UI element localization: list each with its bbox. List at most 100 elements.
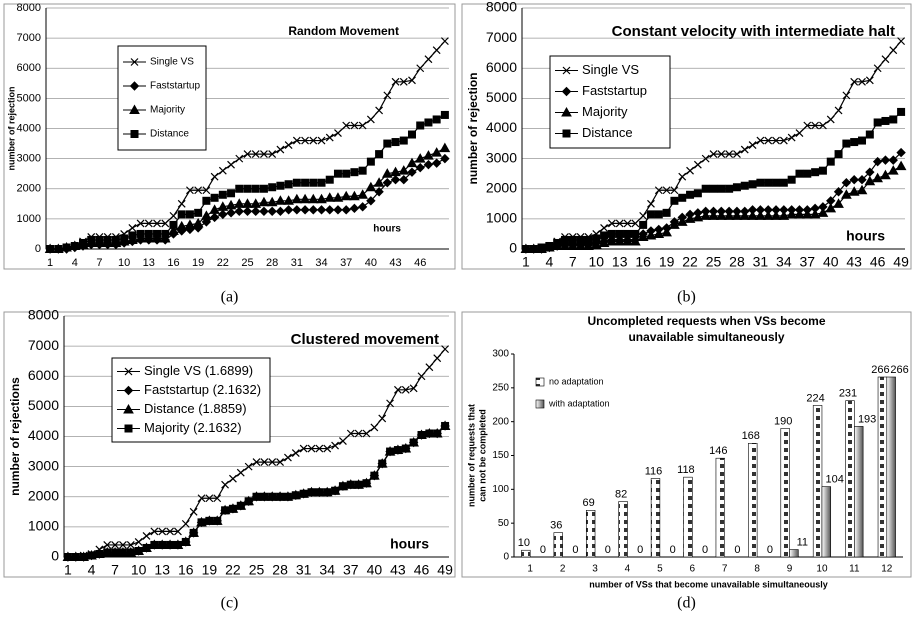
marker [276, 145, 285, 154]
marker [243, 184, 252, 193]
value-label: 10 [518, 537, 530, 549]
marker [375, 150, 384, 159]
marker [342, 169, 351, 178]
marker [600, 231, 609, 240]
marker [521, 245, 530, 253]
marker [339, 437, 347, 445]
marker [189, 528, 198, 537]
x-tick-label: 9 [787, 564, 793, 575]
y-tick-label: 6000 [486, 59, 517, 75]
marker [559, 240, 571, 250]
y-tick-label: 5000 [486, 89, 517, 105]
marker [849, 175, 859, 185]
marker [120, 234, 129, 243]
marker [144, 219, 153, 228]
marker [731, 210, 743, 220]
x-tick-label: 10 [118, 257, 130, 269]
marker [623, 219, 632, 228]
marker [176, 220, 188, 231]
bar [618, 501, 628, 558]
legend-label: Distance (1.8859) [144, 401, 247, 416]
x-tick-label: 37 [343, 562, 359, 578]
y-axis-label: number of rejection [466, 72, 480, 184]
marker [87, 551, 96, 560]
marker [129, 81, 140, 91]
marker [850, 77, 859, 86]
marker [553, 238, 562, 247]
marker [686, 190, 695, 199]
marker [842, 139, 851, 148]
marker [340, 190, 352, 201]
marker [390, 166, 401, 177]
marker [841, 178, 852, 188]
annotation: hours [390, 536, 429, 552]
marker [881, 116, 890, 125]
x-tick-label: 46 [414, 257, 426, 269]
marker [896, 147, 906, 158]
marker [417, 372, 426, 381]
plot-frame [461, 311, 912, 578]
marker [243, 150, 252, 159]
marker [284, 180, 293, 189]
plot-frame [3, 311, 456, 578]
marker [676, 216, 688, 226]
marker [158, 527, 167, 536]
marker [424, 55, 433, 64]
marker [205, 516, 214, 525]
marker [119, 541, 127, 549]
marker [229, 474, 237, 483]
bar [748, 443, 758, 558]
marker [166, 527, 174, 536]
bar [585, 510, 596, 558]
marker [631, 229, 640, 238]
marker [366, 115, 375, 124]
caption: (a) [221, 289, 239, 306]
marker [407, 167, 417, 177]
marker [857, 175, 867, 185]
marker [561, 106, 572, 117]
x-tick-label: 4 [545, 254, 553, 270]
marker [567, 240, 579, 250]
marker [292, 178, 301, 187]
marker [811, 121, 820, 130]
x-tick-label: 25 [249, 562, 265, 578]
marker [251, 150, 260, 159]
marker [661, 226, 672, 237]
marker [134, 546, 143, 555]
value-label: 0 [734, 544, 740, 556]
marker [95, 235, 104, 244]
marker [639, 211, 648, 220]
legend-label: Faststartup (2.1632) [144, 382, 261, 397]
x-tick-label: 46 [870, 254, 886, 270]
marker [307, 444, 316, 453]
y-tick-label: 0 [503, 552, 509, 563]
marker [795, 169, 804, 178]
marker [370, 471, 379, 480]
annotation: hours [373, 224, 401, 235]
marker [169, 211, 178, 220]
marker [819, 121, 827, 130]
marker [161, 219, 170, 228]
marker [399, 77, 408, 86]
x-tick-label: 1 [47, 257, 53, 269]
marker [331, 441, 339, 450]
x-tick-label: 5 [657, 564, 663, 575]
marker [794, 208, 805, 219]
bar [886, 376, 896, 558]
marker [284, 141, 293, 149]
x-tick-label: 40 [367, 562, 383, 578]
x-tick-label: 2 [560, 564, 566, 575]
marker [440, 37, 449, 46]
marker [373, 177, 385, 187]
marker [423, 150, 434, 160]
marker [181, 519, 190, 528]
value-label: 0 [605, 544, 611, 556]
marker [174, 527, 182, 536]
marker [378, 414, 387, 423]
marker [235, 184, 244, 193]
legend-label: no adaptation [549, 376, 604, 386]
marker [732, 183, 741, 192]
marker [346, 429, 355, 438]
y-tick-label: 5000 [17, 92, 41, 104]
marker [432, 115, 441, 124]
